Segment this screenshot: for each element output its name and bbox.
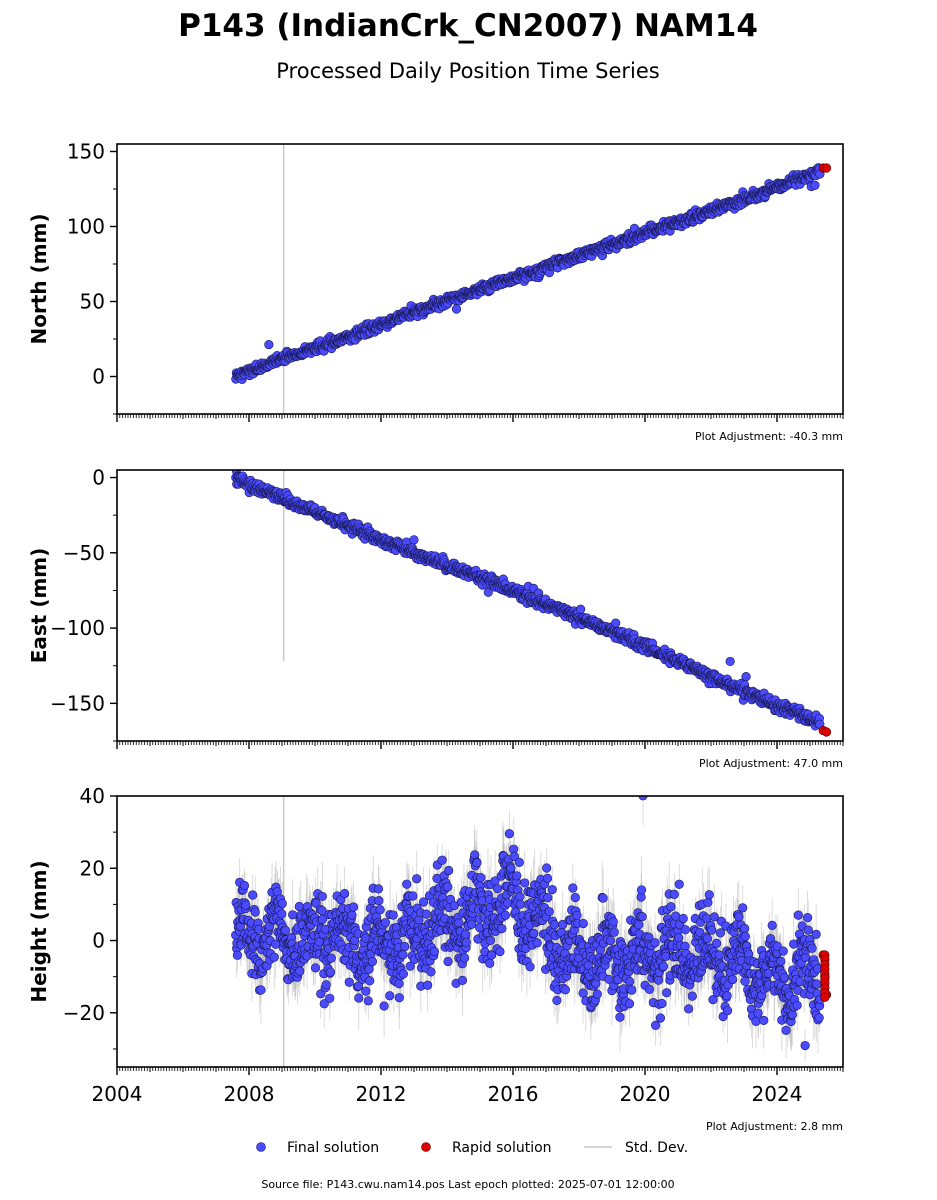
final-point bbox=[409, 535, 419, 545]
rapid-point bbox=[821, 163, 832, 173]
figure-title: P143 (IndianCrk_CN2007) NAM14 bbox=[178, 8, 758, 44]
rapid-point bbox=[821, 727, 832, 737]
panel-1-ylabel: North (mm) bbox=[27, 213, 51, 344]
y-tick-label: 0 bbox=[92, 365, 105, 389]
panel-3-plot-area bbox=[231, 796, 832, 1067]
panel-1-rapid-points bbox=[818, 163, 832, 173]
panel-1-plot-area bbox=[231, 144, 832, 414]
y-tick-label: 150 bbox=[67, 140, 105, 164]
y-tick-label: 100 bbox=[67, 215, 105, 239]
panel-1: 150 100 50 0 North (mm) Plot Adjustment: -40.… bbox=[27, 140, 844, 443]
panel-2-frame bbox=[116, 469, 844, 742]
final-point bbox=[576, 604, 586, 614]
panel-2-plot-area bbox=[231, 470, 832, 737]
panel-2-rapid-points bbox=[818, 725, 832, 737]
panel-2-ylabel: East (mm) bbox=[27, 548, 51, 664]
panel-1-final-points bbox=[231, 163, 825, 384]
y-tick-label: 0 bbox=[92, 466, 105, 490]
y-tick-label: −50 bbox=[63, 541, 105, 565]
final-point bbox=[611, 618, 621, 628]
panel-1-frame bbox=[116, 143, 844, 415]
final-point bbox=[725, 656, 735, 667]
figure-subtitle: Processed Daily Position Time Series bbox=[276, 59, 660, 83]
final-point bbox=[741, 671, 751, 682]
panel-2: 0 −50 −100 −150 East (mm) Plot Adjustment: 47… bbox=[27, 466, 844, 770]
y-tick-label: −150 bbox=[50, 691, 105, 715]
panel-2-plot-adjustment: Plot Adjustment: 47.0 mm bbox=[699, 757, 843, 770]
final-point bbox=[264, 339, 274, 350]
panel-1-plot-adjustment: Plot Adjustment: -40.3 mm bbox=[695, 430, 843, 443]
y-tick-label: 50 bbox=[80, 290, 105, 314]
panels: 150 100 50 0 North (mm) Plot Adjustment: -40.… bbox=[27, 140, 844, 1133]
panel-2-final-points bbox=[231, 470, 825, 731]
final-point bbox=[451, 304, 462, 314]
y-tick-label: −100 bbox=[50, 616, 105, 640]
final-point bbox=[810, 180, 820, 190]
